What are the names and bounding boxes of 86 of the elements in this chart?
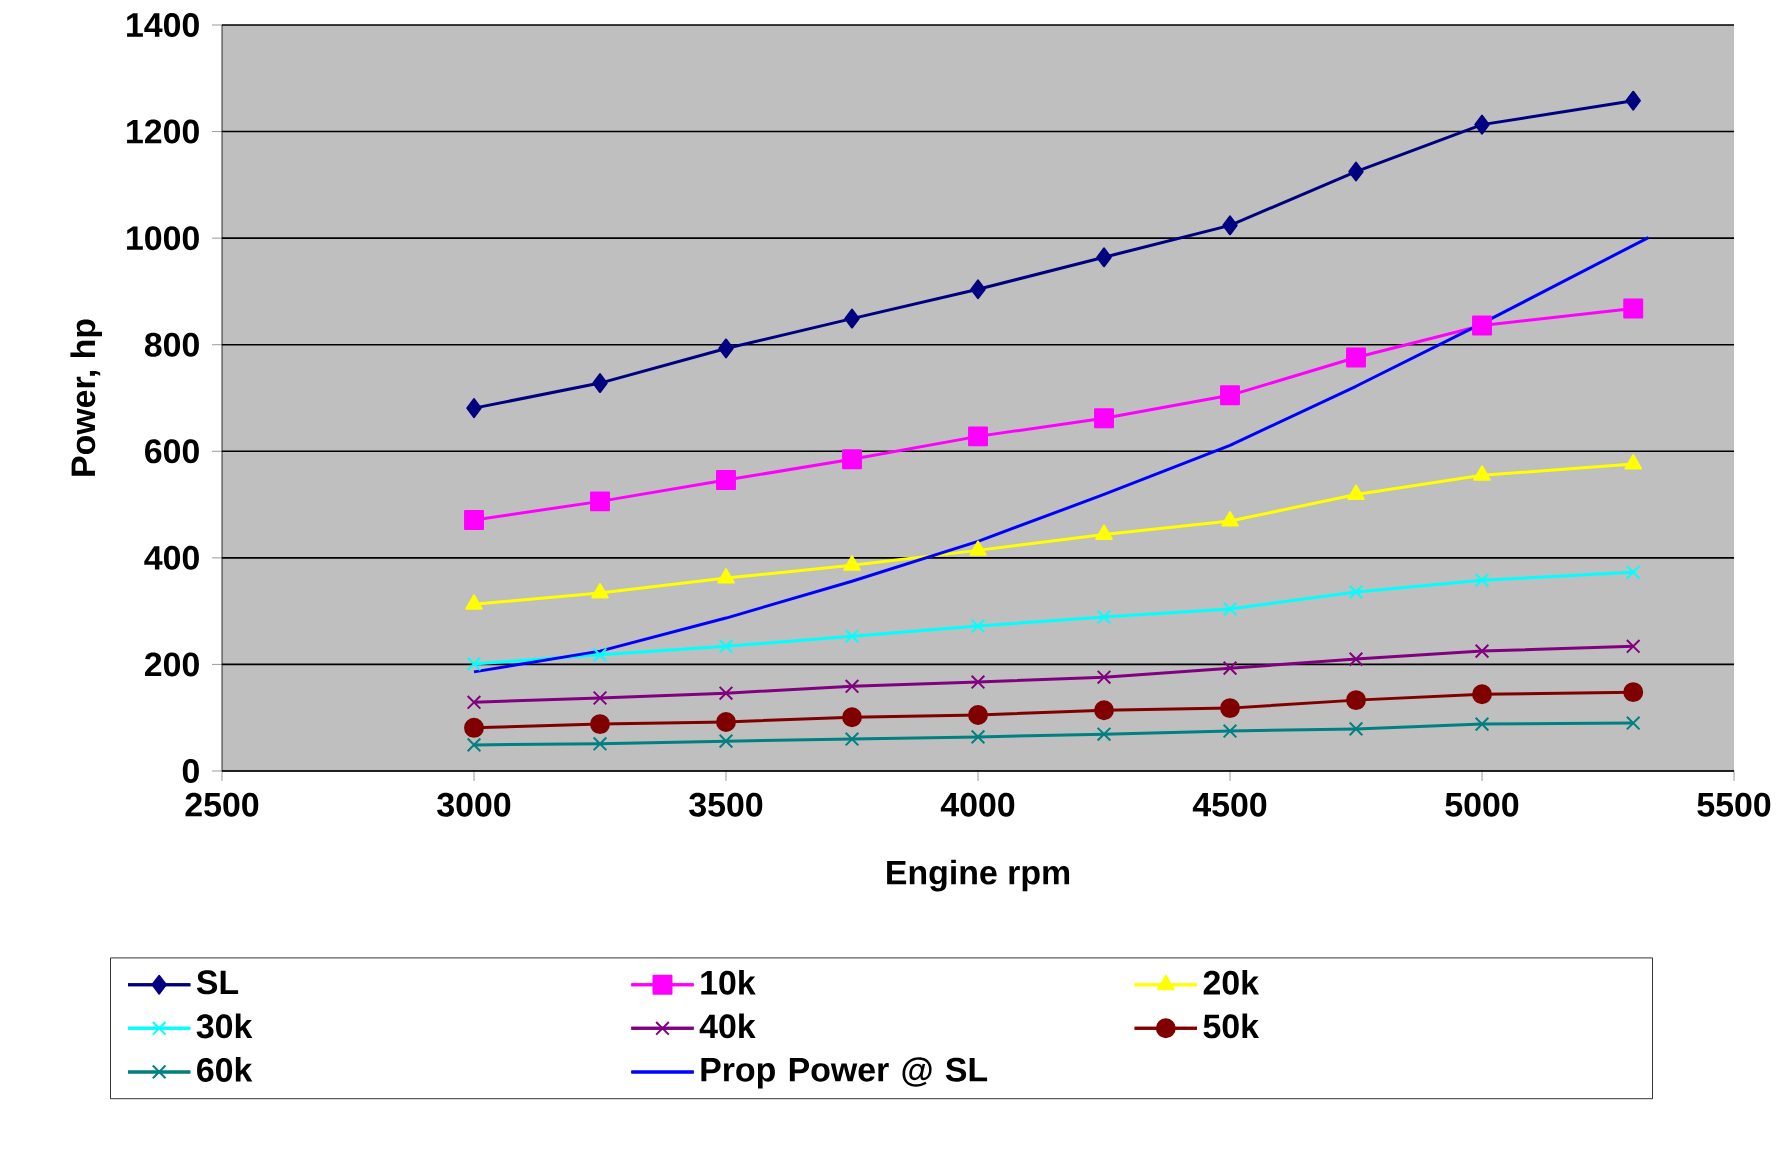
point [970,729,986,745]
point [844,628,860,644]
y-tick-label: 0 [182,759,199,783]
legend-label: 30k [196,1013,253,1039]
point [1346,690,1366,711]
point [1474,716,1490,732]
point [968,426,988,447]
y-axis-title: Power, hp [70,319,102,476]
y-tick-label: 1200 [127,119,199,144]
point [1623,298,1644,319]
point [1096,669,1112,685]
point [1623,682,1644,703]
point [1348,161,1364,182]
x-tick-label: 5500 [1697,792,1771,817]
y-tick-label: 600 [145,439,199,464]
point [1474,114,1490,135]
point [1346,347,1366,368]
point [466,694,482,710]
point [718,685,734,701]
y-tick-label: 400 [144,545,199,570]
legend-label: 40k [699,1013,756,1039]
line-series [472,236,1650,674]
point [1096,247,1112,268]
y-tick-label: 1000 [127,226,199,251]
point [718,733,734,749]
y-tick-label: 800 [144,332,199,357]
point [844,308,860,329]
point [1222,215,1238,236]
point [1348,651,1364,667]
point [970,674,986,690]
point [466,656,482,672]
point [592,690,608,706]
legend-label: 60k [197,1057,253,1082]
point [968,705,988,726]
point [592,373,608,394]
point [1220,698,1240,719]
point [466,398,482,419]
point [1625,564,1641,580]
point [1625,90,1641,111]
point [1222,601,1238,617]
point [718,638,734,654]
point [1222,660,1238,676]
x-axis-title: Engine rpm [887,859,1070,892]
point [970,618,986,634]
point [844,678,860,694]
y-tick-label: 1400 [127,12,199,37]
point [1472,315,1492,336]
legend-label: SL [196,970,239,995]
x-tick-label: 3000 [437,792,511,817]
point [1094,408,1114,429]
x-tick-label: 5000 [1445,792,1519,817]
point [842,449,862,470]
point [1096,609,1112,625]
legend-label: Prop Power @ SL [701,1057,988,1089]
point [970,279,986,300]
point [1220,385,1240,406]
point [1094,700,1114,721]
point [1625,638,1641,654]
point [1474,643,1490,659]
point [592,647,608,663]
point [844,731,860,747]
point [1348,584,1364,600]
point [1472,684,1492,705]
point [1474,572,1490,588]
point [718,338,734,359]
point [1625,715,1641,731]
point [1096,726,1112,742]
x-tick-label: 4500 [1192,792,1267,817]
legend-label: 50k [1203,1013,1260,1039]
point [464,717,484,738]
point [592,736,608,752]
legend-label: 10k [701,969,756,995]
point [590,714,610,735]
x-tick-label: 4000 [940,792,1015,817]
point [1348,721,1364,737]
point [842,707,862,728]
x-tick-label: 2500 [185,792,259,817]
point [466,737,482,753]
point [590,491,610,512]
x-tick-label: 3500 [689,792,763,817]
legend-label: 20k [1203,969,1260,995]
point [1222,723,1238,739]
y-tick-label: 200 [144,652,199,677]
point [716,712,736,732]
point [464,510,484,530]
point [716,470,736,491]
